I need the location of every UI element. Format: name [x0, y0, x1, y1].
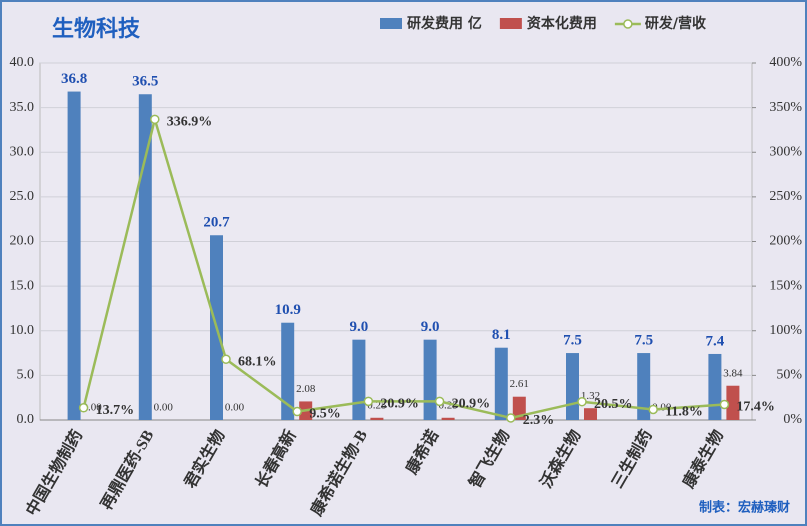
x-tick-label: 长春高新: [251, 426, 299, 491]
bar: [423, 339, 437, 420]
y2-tick-label: 300%: [769, 144, 802, 159]
y2-tick-label: 0%: [783, 412, 802, 427]
line-value-label: 68.1%: [238, 354, 277, 369]
legend-marker: [623, 19, 633, 29]
line-point: [363, 396, 374, 407]
bar: [441, 417, 455, 420]
y-tick-label: 15.0: [10, 278, 35, 293]
bar-value-label: 0.00: [154, 402, 174, 414]
x-tick-label: 康泰生物: [679, 426, 727, 491]
y2-tick-label: 50%: [776, 368, 802, 383]
x-tick-label: 三生制药: [607, 426, 655, 491]
line-point: [150, 114, 160, 125]
bar-value-label: 7.4: [706, 333, 725, 349]
x-tick-label: 中国生物制药: [22, 426, 86, 519]
line-value-label: 20.5%: [594, 397, 633, 412]
x-tick-label: 君实生物: [180, 426, 228, 491]
line-point: [577, 396, 587, 407]
line-point: [434, 396, 445, 407]
bar-value-label: 2.08: [296, 383, 316, 395]
bar-value-label: 3.84: [723, 367, 743, 379]
y-tick-label: 10.0: [10, 323, 35, 338]
x-tick-label: 沃森生物: [536, 426, 584, 491]
y-tick-label: 5.0: [17, 368, 35, 383]
y2-tick-label: 250%: [769, 189, 802, 204]
y-tick-label: 30.0: [10, 144, 35, 159]
y2-tick-label: 400%: [769, 55, 802, 70]
bar: [584, 408, 597, 420]
y2-tick-label: 150%: [769, 278, 802, 293]
bar: [726, 385, 740, 420]
chart-title: 生物科技: [52, 16, 141, 42]
legend-label: 资本化费用: [527, 15, 597, 32]
source: 制表：宏赫瑧财: [699, 500, 790, 516]
bar: [637, 353, 651, 420]
legend-swatch: [499, 18, 522, 29]
bar: [281, 322, 295, 420]
line-point: [719, 399, 730, 410]
x-tick-label: 康希诺: [402, 426, 442, 477]
x-tick-label: 智飞生物: [465, 426, 513, 491]
x-tick-label: 再鼎医药-SB: [97, 426, 158, 513]
bar-value-label: 8.1: [492, 327, 511, 343]
line-value-label: 11.8%: [665, 405, 703, 420]
y2-tick-label: 350%: [769, 100, 802, 115]
bar-value-label: 7.5: [634, 333, 653, 349]
bar: [370, 417, 384, 420]
bar-value-label: 36.8: [61, 71, 87, 87]
line-value-label: 17.4%: [736, 400, 775, 415]
bar-value-label: 20.7: [203, 215, 230, 231]
line-point: [78, 403, 89, 413]
bar-value-label: 7.5: [563, 333, 582, 349]
bar-value-label: 0.00: [225, 402, 245, 414]
line-value-label: 336.9%: [167, 115, 213, 130]
bar-value-label: 10.9: [275, 302, 301, 318]
line: [82, 114, 725, 420]
line-value-label: 20.9%: [380, 397, 419, 412]
y2-tick-label: 200%: [769, 234, 802, 249]
x-tick-label: 康希诺生物-B: [307, 426, 372, 519]
legend-label: 研发/营收: [645, 15, 707, 32]
line-value-label: 9.5%: [309, 407, 341, 422]
bar-value-label: 9.0: [350, 319, 369, 335]
bar: [67, 91, 81, 420]
legend-swatch: [380, 18, 402, 29]
line-value-label: 13.7%: [96, 403, 135, 418]
y-tick-label: 40.0: [10, 55, 35, 70]
legend-label: 研发费用 亿: [407, 15, 482, 32]
line-point: [648, 404, 658, 415]
bar-value-label: 36.5: [132, 74, 158, 90]
bar: [494, 347, 508, 420]
y-tick-label: 35.0: [10, 100, 35, 115]
bar: [352, 339, 366, 420]
y-tick-label: 0.0: [17, 412, 35, 427]
bar: [708, 353, 722, 420]
y2-tick-label: 100%: [769, 323, 802, 338]
y-tick-label: 20.0: [10, 234, 35, 249]
line-point: [292, 406, 302, 417]
bar-value-label: 2.61: [510, 378, 529, 390]
y-tick-label: 25.0: [10, 189, 35, 204]
bar: [566, 353, 579, 420]
line-point: [221, 354, 231, 364]
line-value-label: 2.3%: [523, 413, 555, 428]
bar-value-label: 9.0: [421, 319, 440, 335]
line-value-label: 20.9%: [452, 397, 491, 412]
line-point: [506, 413, 516, 423]
